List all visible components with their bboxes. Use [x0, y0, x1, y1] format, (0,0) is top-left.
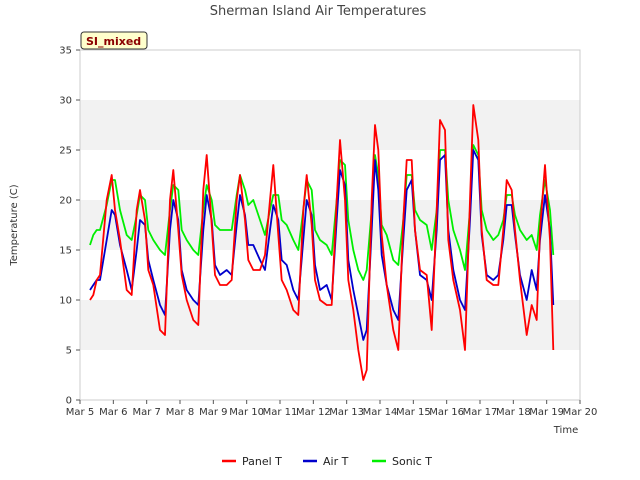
series-line-sonic-t [89, 144, 555, 281]
y-tick-label: 15 [59, 246, 72, 257]
x-tick-label: Mar 13 [329, 407, 364, 418]
chart-title: Sherman Island Air Temperatures [210, 4, 427, 19]
y-tick-label: 25 [59, 146, 72, 157]
y-axis-label: Temperature (C) [9, 184, 20, 266]
x-tick-label: Mar 7 [132, 407, 160, 418]
y-tick-label: 30 [59, 96, 72, 107]
y-axis: 0 5 10 15 20 25 30 35 [59, 46, 80, 407]
series-layer [89, 104, 555, 381]
legend-item: Air T [303, 455, 349, 468]
x-tick-label: Mar 9 [199, 407, 227, 418]
x-axis-label: Time [553, 425, 578, 436]
y-tick-label: 35 [59, 46, 72, 57]
grid-band [80, 200, 580, 250]
plot-area [79, 49, 581, 401]
x-tick-label: Mar 6 [99, 407, 127, 418]
y-tick-label: 5 [66, 346, 72, 357]
y-tick-label: 20 [59, 196, 72, 207]
legend-label: Sonic T [392, 455, 432, 468]
grid-band [80, 300, 580, 350]
x-tick-label: Mar 11 [263, 407, 298, 418]
badge: SI_mixed [80, 31, 148, 50]
x-tick-label: Mar 16 [429, 407, 464, 418]
y-tick-label: 10 [59, 296, 72, 307]
x-tick-label: Mar 18 [496, 407, 531, 418]
x-tick-label: Mar 10 [229, 407, 264, 418]
x-tick-label: Mar 15 [396, 407, 431, 418]
x-tick-label: Mar 19 [529, 407, 564, 418]
x-tick-label: Mar 5 [66, 407, 94, 418]
legend-item: Panel T [222, 455, 282, 468]
badge-box [80, 31, 148, 50]
series-line-panel-t [89, 104, 555, 381]
x-tick-label: Mar 20 [563, 407, 598, 418]
y-tick-label: 0 [66, 396, 72, 407]
legend: Panel T Air T Sonic T [222, 455, 432, 468]
legend-label: Air T [323, 455, 349, 468]
x-tick-label: Mar 17 [463, 407, 498, 418]
badge-label: SI_mixed [86, 35, 141, 48]
legend-item: Sonic T [372, 455, 432, 468]
grid-bands [80, 100, 580, 350]
x-tick-label: Mar 12 [296, 407, 331, 418]
legend-label: Panel T [242, 455, 282, 468]
x-tick-label: Mar 8 [166, 407, 194, 418]
grid-band [80, 100, 580, 150]
x-tick-label: Mar 14 [363, 407, 398, 418]
